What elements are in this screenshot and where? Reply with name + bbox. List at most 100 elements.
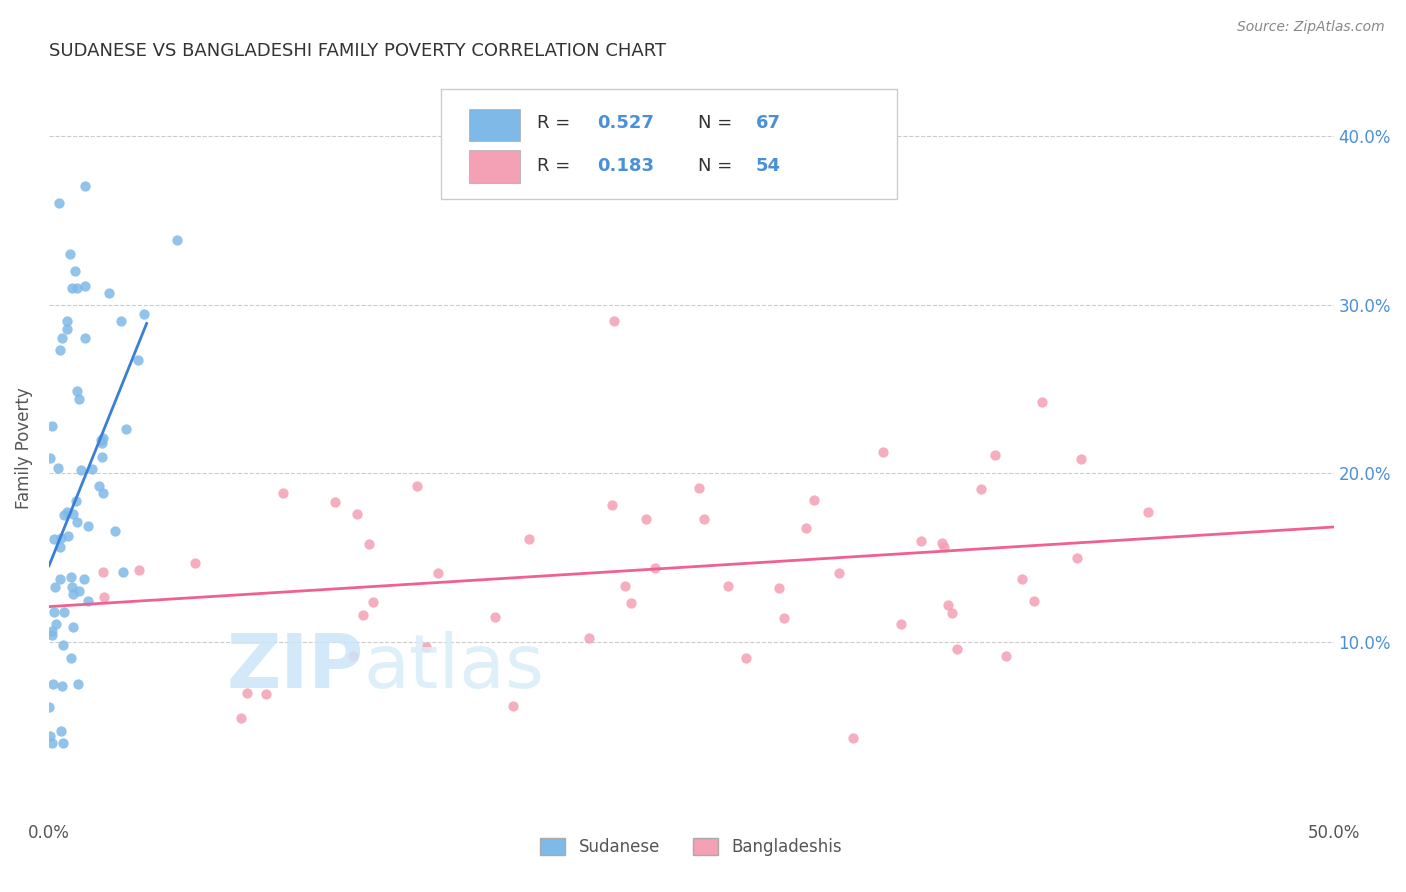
Point: [38, 700, 60, 714]
Point: [82, 462, 104, 476]
Point: [56, 322, 79, 336]
Point: [235, 686, 257, 700]
Point: [1066, 550, 1088, 565]
Point: [427, 566, 450, 581]
Point: [110, 314, 132, 328]
Point: [56, 529, 79, 543]
Point: [872, 445, 894, 459]
Point: [1011, 572, 1033, 586]
Point: [52, 605, 75, 619]
Point: [66, 384, 89, 399]
Point: [56, 314, 79, 328]
Point: [184, 556, 207, 570]
Point: [484, 609, 506, 624]
Point: [65, 494, 87, 508]
Point: [932, 540, 955, 554]
Text: 67: 67: [755, 114, 780, 132]
Point: [60, 581, 83, 595]
Point: [613, 579, 636, 593]
Point: [67, 583, 90, 598]
Point: [66, 515, 89, 529]
Point: [73, 278, 96, 293]
Text: R =: R =: [537, 157, 576, 175]
Point: [42, 605, 65, 619]
Point: [72, 573, 94, 587]
Point: [352, 608, 374, 623]
Point: [603, 314, 626, 328]
Point: [995, 648, 1018, 663]
Point: [39, 729, 62, 743]
Point: [803, 493, 825, 508]
Text: R =: R =: [537, 114, 576, 132]
Point: [48, 343, 70, 358]
Point: [91, 431, 114, 445]
Point: [359, 537, 381, 551]
Point: [941, 606, 963, 620]
Point: [827, 566, 849, 580]
Point: [53, 508, 76, 522]
Point: [1022, 594, 1045, 608]
Legend: Sudanese, Bangladeshis: Sudanese, Bangladeshis: [534, 831, 849, 863]
Point: [49, 531, 72, 545]
Point: [51, 331, 73, 345]
Point: [405, 479, 427, 493]
Point: [67, 392, 90, 406]
Point: [52, 736, 75, 750]
Text: 54: 54: [755, 157, 780, 175]
Point: [342, 648, 364, 663]
Point: [42, 533, 65, 547]
Point: [772, 611, 794, 625]
Point: [502, 699, 524, 714]
Point: [45, 617, 67, 632]
FancyBboxPatch shape: [470, 150, 520, 183]
Point: [931, 536, 953, 550]
Text: Source: ZipAtlas.com: Source: ZipAtlas.com: [1237, 20, 1385, 34]
Point: [794, 520, 817, 534]
Point: [128, 563, 150, 577]
Point: [578, 631, 600, 645]
FancyBboxPatch shape: [470, 109, 520, 141]
Point: [115, 422, 138, 436]
Text: SUDANESE VS BANGLADESHI FAMILY POVERTY CORRELATION CHART: SUDANESE VS BANGLADESHI FAMILY POVERTY C…: [49, 42, 666, 60]
Point: [634, 511, 657, 525]
Point: [132, 306, 155, 320]
Point: [48, 196, 70, 211]
Point: [49, 723, 72, 738]
Point: [688, 481, 710, 495]
Point: [46, 461, 69, 475]
Point: [970, 482, 993, 496]
Point: [89, 478, 111, 492]
Text: atlas: atlas: [364, 631, 544, 704]
Point: [90, 436, 112, 450]
Point: [70, 463, 93, 477]
Point: [60, 651, 83, 665]
Point: [55, 505, 77, 519]
Point: [361, 595, 384, 609]
Point: [91, 565, 114, 579]
Point: [67, 676, 90, 690]
Point: [49, 572, 72, 586]
Point: [910, 533, 932, 548]
Point: [93, 590, 115, 604]
Point: [66, 280, 89, 294]
Point: [716, 579, 738, 593]
Point: [39, 450, 62, 465]
FancyBboxPatch shape: [441, 89, 897, 199]
Point: [76, 519, 98, 533]
Point: [77, 594, 100, 608]
Point: [58, 247, 80, 261]
Point: [983, 448, 1005, 462]
Point: [111, 565, 134, 579]
Y-axis label: Family Poverty: Family Poverty: [15, 387, 32, 508]
Point: [63, 264, 86, 278]
Point: [41, 677, 63, 691]
Point: [90, 434, 112, 448]
Point: [60, 280, 83, 294]
Point: [52, 639, 75, 653]
Point: [1070, 452, 1092, 467]
Point: [60, 570, 83, 584]
Point: [768, 581, 790, 595]
Point: [346, 507, 368, 521]
Point: [127, 353, 149, 368]
Point: [254, 688, 277, 702]
